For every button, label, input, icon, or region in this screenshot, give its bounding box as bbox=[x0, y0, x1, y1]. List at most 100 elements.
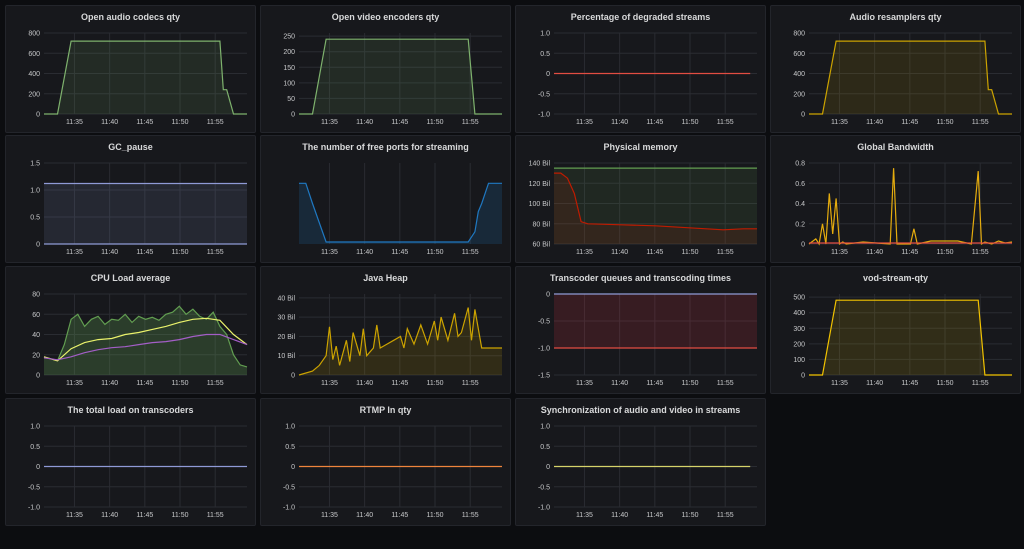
x-tick-label: 11:55 bbox=[972, 119, 989, 126]
panel-gc-pause[interactable]: GC_pause 0 0.5 1.0 1.5 11:35 11:40 11:45 11:50 11… bbox=[5, 135, 256, 263]
series-line bbox=[44, 40, 247, 115]
x-tick-label: 11:40 bbox=[611, 119, 628, 126]
panel-vod-stream-qty[interactable]: vod-stream-qty 0 100 200 300 400 500 11:35 11:40… bbox=[770, 266, 1021, 394]
panel-audio-resamplers[interactable]: Audio resamplers qty 0 200 400 600 800 11:35 11… bbox=[770, 5, 1021, 133]
series-fill bbox=[44, 306, 247, 375]
chart-audio-resamplers: 0 200 400 600 800 11:35 11:40 11:45 11:50 11:55 bbox=[793, 31, 1012, 126]
y-tick-label: 60 Bil bbox=[532, 242, 550, 249]
y-tick-label: 0 bbox=[546, 464, 550, 471]
panel-title[interactable]: Percentage of degraded streams bbox=[570, 12, 711, 22]
x-tick-label: 11:45 bbox=[391, 512, 408, 519]
series-fill bbox=[299, 39, 502, 115]
y-tick-label: 0 bbox=[801, 242, 805, 249]
chart-degraded-streams: 1.0 0.5 0 -0.5 -1.0 11:35 11:40 11:45 11:50 11:55 bbox=[538, 31, 757, 126]
x-tick-label: 11:40 bbox=[866, 119, 883, 126]
panel-title[interactable]: Java Heap bbox=[363, 273, 408, 283]
panel-java-heap[interactable]: Java Heap 0 10 Bil 20 Bil 30 Bil 40 Bil 11:35 1… bbox=[260, 266, 511, 394]
y-tick-label: 200 bbox=[28, 91, 40, 98]
y-tick-label: 1.0 bbox=[285, 424, 295, 431]
x-tick-label: 11:50 bbox=[937, 380, 954, 387]
x-tick-label: 11:35 bbox=[576, 249, 593, 256]
y-tick-label: 0 bbox=[36, 112, 40, 119]
series-fill bbox=[44, 41, 247, 114]
panel-audio-codecs[interactable]: Open audio codecs qty 0 200 400 600 800 11:35 1… bbox=[5, 5, 256, 133]
x-tick-label: 11:55 bbox=[717, 249, 734, 256]
x-tick-label: 11:50 bbox=[172, 380, 189, 387]
panel-free-ports[interactable]: The number of free ports for streaming3.… bbox=[260, 135, 511, 263]
chart-gc-pause: 0 0.5 1.0 1.5 11:35 11:40 11:45 11:50 11:55 bbox=[30, 161, 247, 256]
y-tick-label: -1.5 bbox=[538, 373, 550, 380]
x-tick-label: 11:40 bbox=[101, 119, 118, 126]
x-tick-label: 11:40 bbox=[356, 380, 373, 387]
x-tick-label: 11:55 bbox=[462, 380, 479, 387]
chart-av-sync: 1.0 0.5 0 -0.5 -1.0 11:35 11:40 11:45 11:50 11:55 bbox=[538, 424, 757, 519]
panel-title[interactable]: CPU Load average bbox=[90, 273, 171, 283]
panel-title[interactable]: Open video encoders qty bbox=[331, 12, 440, 22]
x-tick-label: 11:50 bbox=[427, 249, 444, 256]
series-line bbox=[809, 40, 1012, 115]
panel-title[interactable]: Physical memory bbox=[603, 142, 678, 152]
panel-title[interactable]: The total load on transcoders bbox=[67, 405, 194, 415]
panel-degraded-streams[interactable]: Percentage of degraded streams 1.0 0.5 0 -0.… bbox=[515, 5, 766, 133]
x-tick-label: 11:45 bbox=[391, 119, 408, 126]
x-tick-label: 11:35 bbox=[831, 249, 848, 256]
y-tick-label: 100 bbox=[283, 80, 295, 87]
y-tick-label: 1.0 bbox=[540, 424, 550, 431]
x-tick-label: 11:45 bbox=[646, 380, 663, 387]
y-tick-label: 30 Bil bbox=[277, 315, 295, 322]
chart-cpu-load: 0 20 40 60 80 11:35 11:40 11:45 11:50 11:55 bbox=[32, 292, 248, 387]
panel-cpu-load[interactable]: CPU Load average 0 20 40 60 80 11:35 11:40 11:45… bbox=[5, 266, 256, 394]
y-tick-label: 600 bbox=[793, 51, 805, 58]
y-tick-label: 1.5 bbox=[30, 161, 40, 168]
y-tick-label: 0.5 bbox=[30, 215, 40, 222]
x-tick-label: 11:55 bbox=[972, 380, 989, 387]
panel-title[interactable]: vod-stream-qty bbox=[862, 273, 928, 283]
series-line bbox=[554, 172, 757, 231]
y-tick-label: 50 bbox=[287, 96, 295, 103]
panel-rtmp-in-qty[interactable]: RTMP In qty 1.0 0.5 0 -0.5 -1.0 11:35 11:40 11:4… bbox=[260, 398, 511, 526]
y-tick-label: 600 bbox=[28, 51, 40, 58]
x-tick-label: 11:45 bbox=[391, 249, 408, 256]
panel-title[interactable]: GC_pause bbox=[108, 142, 153, 152]
panel-transcoder-queues[interactable]: Transcoder queues and transcoding times -… bbox=[515, 266, 766, 394]
x-tick-label: 11:55 bbox=[462, 512, 479, 519]
panel-title[interactable]: Transcoder queues and transcoding times bbox=[549, 273, 732, 283]
panel-title[interactable]: Open audio codecs qty bbox=[80, 12, 181, 22]
y-tick-label: 150 bbox=[283, 65, 295, 72]
x-tick-label: 11:55 bbox=[972, 249, 989, 256]
x-tick-label: 11:40 bbox=[101, 380, 118, 387]
panel-title[interactable]: RTMP In qty bbox=[359, 405, 412, 415]
x-tick-label: 11:40 bbox=[866, 249, 883, 256]
x-tick-label: 11:35 bbox=[66, 249, 83, 256]
x-tick-label: 11:40 bbox=[611, 249, 628, 256]
y-tick-label: 0.6 bbox=[795, 181, 805, 188]
chart-physical-memory: 60 Bil 80 Bil 100 Bil 120 Bil 140 Bil 11:35 11… bbox=[529, 161, 757, 256]
x-tick-label: 11:45 bbox=[901, 380, 918, 387]
panel-title[interactable]: Audio resamplers qty bbox=[849, 12, 942, 22]
y-tick-label: -0.5 bbox=[283, 484, 295, 491]
x-tick-label: 11:45 bbox=[391, 380, 408, 387]
x-tick-label: 11:35 bbox=[66, 119, 83, 126]
x-tick-label: 11:35 bbox=[831, 119, 848, 126]
panel-title[interactable]: Synchronization of audio and video in st… bbox=[540, 405, 741, 415]
panel-av-sync[interactable]: Synchronization of audio and video in st… bbox=[515, 398, 766, 526]
y-tick-label: 0.5 bbox=[30, 444, 40, 451]
x-tick-label: 11:55 bbox=[717, 512, 734, 519]
panel-title[interactable]: The number of free ports for streaming bbox=[302, 142, 469, 152]
x-tick-label: 11:45 bbox=[136, 119, 153, 126]
panel-physical-memory[interactable]: Physical memory 60 Bil 80 Bil 100 Bil 120 Bi… bbox=[515, 135, 766, 263]
x-tick-label: 11:45 bbox=[646, 512, 663, 519]
x-tick-label: 11:35 bbox=[831, 380, 848, 387]
panel-transcoder-load[interactable]: The total load on transcoders 1.0 0.5 0 -0.5… bbox=[5, 398, 256, 526]
x-tick-label: 11:40 bbox=[611, 380, 628, 387]
y-tick-label: 0.5 bbox=[540, 444, 550, 451]
x-tick-label: 11:55 bbox=[717, 119, 734, 126]
panel-video-encoders[interactable]: Open video encoders qty 0 50 100 150 200 250 11… bbox=[260, 5, 511, 133]
x-tick-label: 11:40 bbox=[356, 249, 373, 256]
series-fill bbox=[554, 168, 757, 244]
x-tick-label: 11:40 bbox=[356, 512, 373, 519]
x-tick-label: 11:40 bbox=[611, 512, 628, 519]
panel-global-bandwidth[interactable]: Global Bandwidth 0 0.2 0.4 0.6 0.8 11:35 11:40 1… bbox=[770, 135, 1021, 263]
panel-title[interactable]: Global Bandwidth bbox=[857, 142, 934, 152]
series-line bbox=[298, 307, 502, 376]
